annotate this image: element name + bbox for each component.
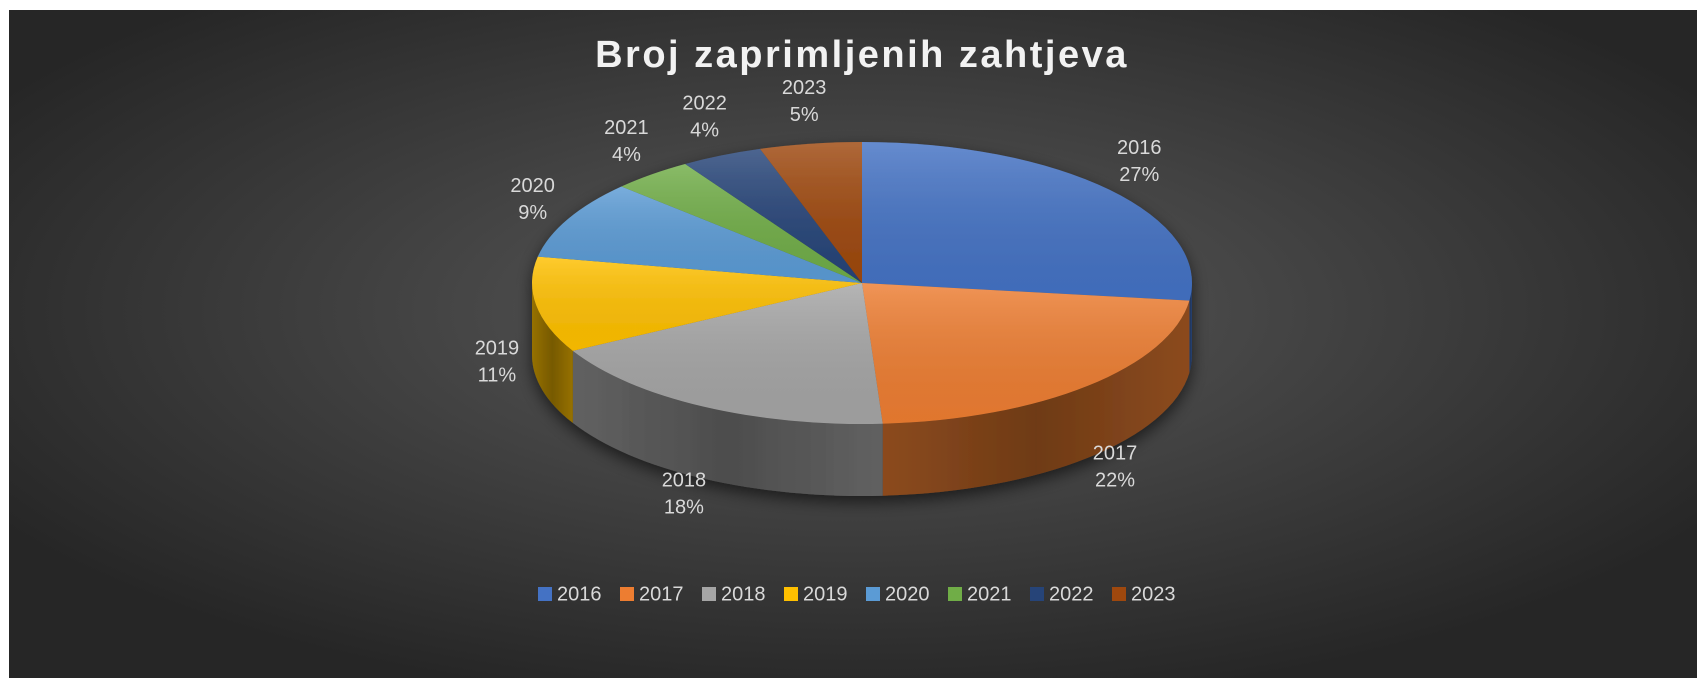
data-label-value: 11% xyxy=(478,364,517,386)
slice-highlight xyxy=(537,186,862,283)
slice-highlight xyxy=(621,163,862,283)
slice-side-shade xyxy=(882,300,1190,496)
legend-label: 2019 xyxy=(803,583,848,605)
data-label-category: 2021 xyxy=(604,117,649,139)
data-label-category: 2017 xyxy=(1093,442,1138,464)
legend-label: 2021 xyxy=(967,583,1012,605)
data-label-category: 2018 xyxy=(662,469,707,491)
legend-swatch xyxy=(620,587,634,601)
data-label-category: 2023 xyxy=(782,77,827,99)
legend-swatch xyxy=(538,587,552,601)
legend-label: 2020 xyxy=(885,583,930,605)
data-label-value: 22% xyxy=(1095,469,1135,491)
data-label-value: 18% xyxy=(664,496,704,518)
slice-highlight xyxy=(862,142,1193,301)
slice-side-shade xyxy=(572,350,883,496)
data-label-category: 2020 xyxy=(510,175,555,197)
data-labels: 2016 27% 2017 22% 2018 18% 2019 11% 2020 9% 2021 4%… xyxy=(475,77,1162,518)
legend-swatch xyxy=(784,587,798,601)
pie xyxy=(532,142,1193,496)
slice-highlight xyxy=(862,283,1190,424)
slice-highlight xyxy=(685,148,862,283)
data-label-category: 2019 xyxy=(475,337,520,359)
data-label-value: 27% xyxy=(1119,164,1159,186)
data-label-value: 9% xyxy=(518,202,547,224)
data-label-value: 5% xyxy=(790,104,819,126)
slice-side-shade xyxy=(1189,283,1192,373)
chart-title: Broj zaprimljenih zahtjeva xyxy=(595,34,1129,76)
legend-label: 2017 xyxy=(639,583,684,605)
legend-label: 2016 xyxy=(557,583,602,605)
legend-label: 2018 xyxy=(721,583,766,605)
legend-swatch xyxy=(702,587,716,601)
slice-highlight xyxy=(572,283,883,425)
legend-swatch xyxy=(866,587,880,601)
data-label-category: 2016 xyxy=(1117,137,1162,159)
legend-swatch xyxy=(1112,587,1126,601)
slice-highlight xyxy=(532,256,862,351)
legend-swatch xyxy=(948,587,962,601)
data-label-value: 4% xyxy=(612,144,641,166)
legend: 2016 2017 2018 2019 2020 2021 2022 2023 xyxy=(538,583,1176,605)
legend-swatch xyxy=(1030,587,1044,601)
data-label-value: 4% xyxy=(690,119,719,141)
slice-highlight xyxy=(760,142,862,283)
data-label-category: 2022 xyxy=(682,92,727,114)
legend-label: 2023 xyxy=(1131,583,1176,605)
legend-label: 2022 xyxy=(1049,583,1094,605)
slice-side-shade xyxy=(532,283,573,423)
